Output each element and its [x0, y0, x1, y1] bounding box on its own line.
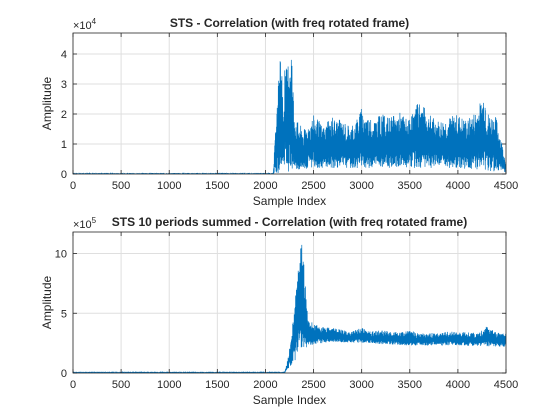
x-tick-label: 2000 [253, 379, 277, 391]
x-tick-label: 0 [70, 379, 76, 391]
x-tick-label: 4000 [446, 180, 470, 192]
y-tick-label: 2 [61, 109, 67, 121]
x-tick-label: 4500 [494, 379, 518, 391]
plot-area [73, 59, 506, 174]
y-exponent-base: ×10 [73, 20, 92, 32]
chart-sts-10-periods-summed: 0 500 1000 1500 2000 2500 3000 3500 4000 4500 0 5 10… [40, 215, 518, 407]
ticks: 0 500 1000 1500 2000 2500 3000 3500 4000 4500 0 1 2 3… [61, 33, 518, 192]
x-tick-label: 500 [112, 379, 130, 391]
y-tick-label: 0 [61, 169, 67, 181]
x-tick-label: 2500 [301, 180, 325, 192]
x-tick-label: 4500 [494, 180, 518, 192]
chart-title: STS 10 periods summed - Correlation (wit… [112, 215, 467, 229]
signal-line [73, 59, 506, 174]
signal-line [73, 244, 506, 373]
y-exponent-base: ×10 [73, 219, 92, 231]
x-tick-label: 1500 [205, 379, 229, 391]
y-tick-label: 3 [61, 79, 67, 91]
y-tick-label: 1 [61, 139, 67, 151]
y-tick-label: 0 [61, 368, 67, 380]
x-tick-label: 4000 [446, 379, 470, 391]
plot-area [73, 244, 506, 373]
x-tick-label: 1500 [205, 180, 229, 192]
y-tick-label: 4 [61, 49, 67, 61]
y-exponent-power: 4 [92, 17, 97, 26]
chart-sts-correlation: 0 500 1000 1500 2000 2500 3000 3500 4000 4500 0 1 2 3… [40, 16, 518, 208]
y-exponent-label: ×105 [73, 216, 97, 231]
y-exponent-power: 5 [92, 216, 97, 225]
x-tick-label: 500 [112, 180, 130, 192]
x-tick-label: 1000 [157, 379, 181, 391]
x-axis-label: Sample Index [253, 194, 326, 208]
x-axis-label: Sample Index [253, 393, 326, 407]
x-tick-label: 3000 [349, 379, 373, 391]
x-tick-label: 3500 [398, 379, 422, 391]
y-tick-label: 10 [55, 249, 67, 261]
x-tick-label: 3500 [398, 180, 422, 192]
chart-title: STS - Correlation (with freq rotated fra… [170, 16, 409, 30]
x-tick-label: 2000 [253, 180, 277, 192]
y-exponent-label: ×104 [73, 17, 97, 32]
axes-box [72, 32, 507, 175]
ticks: 0 500 1000 1500 2000 2500 3000 3500 4000 4500 0 5 10 [55, 232, 518, 391]
axes-box [72, 231, 507, 374]
x-tick-label: 2500 [301, 379, 325, 391]
y-axis-label: Amplitude [40, 77, 54, 131]
y-tick-label: 5 [61, 308, 67, 320]
x-tick-label: 0 [70, 180, 76, 192]
y-axis-label: Amplitude [40, 276, 54, 330]
x-tick-label: 1000 [157, 180, 181, 192]
x-tick-label: 3000 [349, 180, 373, 192]
